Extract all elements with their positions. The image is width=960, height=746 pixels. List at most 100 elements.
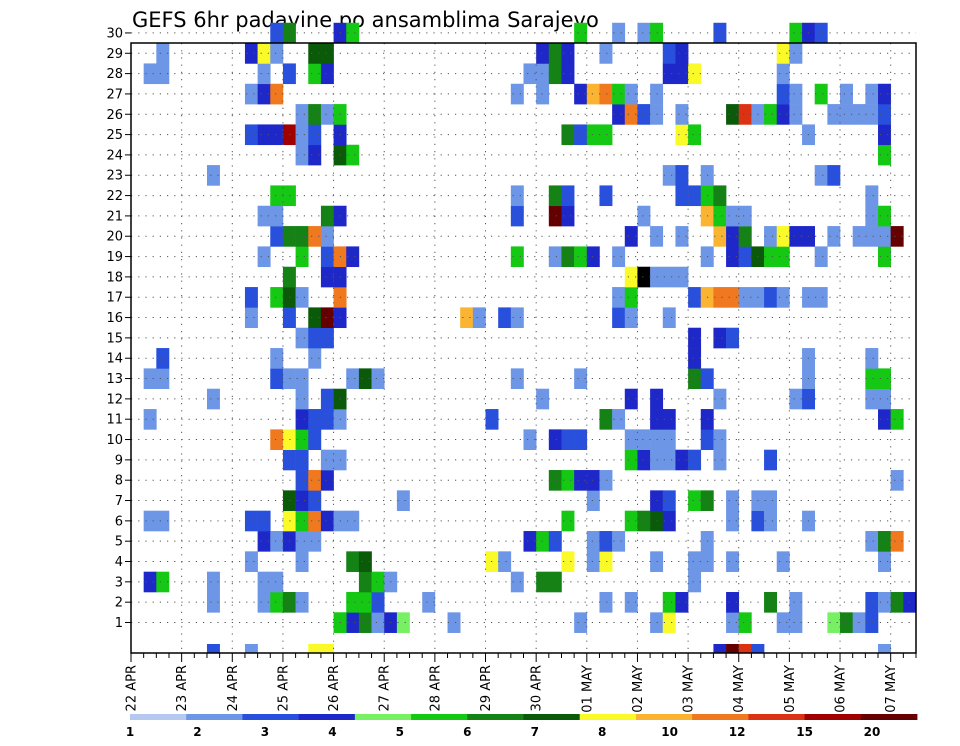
heatmap-cell [612, 83, 626, 105]
heatmap-cell [738, 226, 752, 247]
heatmap-cell [713, 185, 727, 207]
heatmap-cell [713, 388, 727, 410]
heatmap-cell [624, 592, 638, 613]
heatmap-cell [308, 144, 322, 166]
heatmap-cell [650, 510, 664, 532]
heatmap-cell [536, 43, 550, 64]
heatmap-cell [396, 612, 410, 633]
y-tick-label: 10 [106, 433, 123, 448]
heatmap-cell [675, 165, 689, 186]
heatmap-cell [840, 104, 853, 125]
heatmap-cell [320, 327, 334, 349]
heatmap-cell [688, 124, 702, 146]
heatmap-cell [662, 266, 676, 288]
heatmap-cell [586, 83, 600, 105]
legend-swatch [298, 714, 356, 720]
heatmap-cell [650, 551, 664, 572]
heatmap-cell [662, 510, 676, 532]
heatmap-cell [865, 612, 879, 633]
heatmap-cell [827, 165, 841, 186]
legend-swatch [242, 714, 300, 720]
heatmap-cell [548, 246, 562, 268]
heatmap-cell [257, 63, 271, 85]
heatmap-cell [764, 449, 778, 471]
y-tick-label: 11 [106, 413, 123, 428]
heatmap-cell [295, 388, 309, 410]
grid-dots [131, 32, 916, 653]
heatmap-cell [308, 348, 322, 369]
heatmap-cell [206, 644, 220, 654]
heatmap-cell [295, 429, 309, 450]
heatmap-cell [371, 612, 385, 633]
heatmap-cell [599, 43, 613, 64]
heatmap-cell [295, 551, 309, 572]
heatmap-cell [270, 43, 284, 64]
heatmap-cell [890, 531, 904, 552]
heatmap-cell [764, 246, 778, 268]
heatmap-cell [650, 104, 664, 125]
heatmap-cell [675, 185, 689, 207]
y-tick-label: 30 [106, 26, 123, 41]
legend-swatch [467, 714, 524, 720]
legend-level-label: 6 [463, 725, 471, 739]
legend-level-label: 12 [729, 725, 746, 739]
heatmap-cell [346, 22, 360, 44]
heatmap-cell [662, 307, 676, 329]
heatmap-cell [574, 124, 588, 146]
heatmap-cell [890, 470, 904, 491]
legend-swatch [523, 714, 581, 720]
heatmap-cell [257, 571, 271, 593]
heatmap-cell [637, 429, 651, 450]
x-tick-label: 24 APR [226, 665, 241, 711]
y-tick-label: 25 [106, 128, 123, 143]
heatmap-cell [510, 307, 524, 329]
heatmap-cell [295, 531, 309, 552]
x-tick-label: 22 APR [125, 665, 140, 711]
heatmap-cell [586, 531, 600, 552]
heatmap-cell [688, 490, 702, 511]
heatmap-cell [295, 124, 309, 146]
heatmap-cell [878, 124, 891, 146]
heatmap-cell [561, 246, 575, 268]
heatmap-cell [358, 592, 372, 613]
heatmap-cell [308, 104, 322, 125]
heatmap-cell [270, 205, 284, 227]
heatmap-cell [244, 43, 258, 64]
y-tick-label: 28 [106, 67, 123, 82]
x-tick-label: 27 APR [378, 665, 393, 711]
heatmap-cell [789, 388, 803, 410]
x-tick-label: 29 APR [479, 665, 494, 711]
y-tick-label: 18 [106, 270, 123, 285]
heatmap-cell [814, 287, 828, 308]
heatmap-cell [308, 124, 322, 146]
x-tick-label: 28 APR [428, 665, 443, 711]
y-tick-label: 22 [106, 189, 123, 204]
x-tick-label: 03 MAY [682, 665, 697, 713]
heatmap-cell [675, 226, 689, 247]
heatmap-cell [662, 409, 676, 430]
heatmap-cell [257, 510, 271, 532]
heatmap-cell [295, 246, 309, 268]
heatmap-cell [257, 592, 271, 613]
heatmap-cell [599, 185, 613, 207]
heatmap-cell [561, 124, 575, 146]
heatmap-cell [650, 449, 664, 471]
heatmap-cell [865, 368, 879, 390]
heatmap-cell [156, 571, 170, 593]
heatmap-cell [662, 429, 676, 450]
heatmap-cell [650, 266, 664, 288]
heatmap-cell [156, 348, 170, 369]
heatmap-cell [320, 470, 334, 491]
heatmap-cell [295, 409, 309, 430]
heatmap-cell [536, 83, 550, 105]
heatmap-cell [713, 287, 727, 308]
heatmap-cell [650, 226, 664, 247]
heatmap-cell [726, 287, 740, 308]
heatmap-cell [764, 510, 778, 532]
heatmap-cell [713, 644, 727, 654]
y-tick-label: 8 [115, 474, 123, 489]
heatmap-cell [827, 226, 841, 247]
heatmap-cell [257, 246, 271, 268]
heatmap-cell [814, 246, 828, 268]
heatmap-cell [624, 388, 638, 410]
